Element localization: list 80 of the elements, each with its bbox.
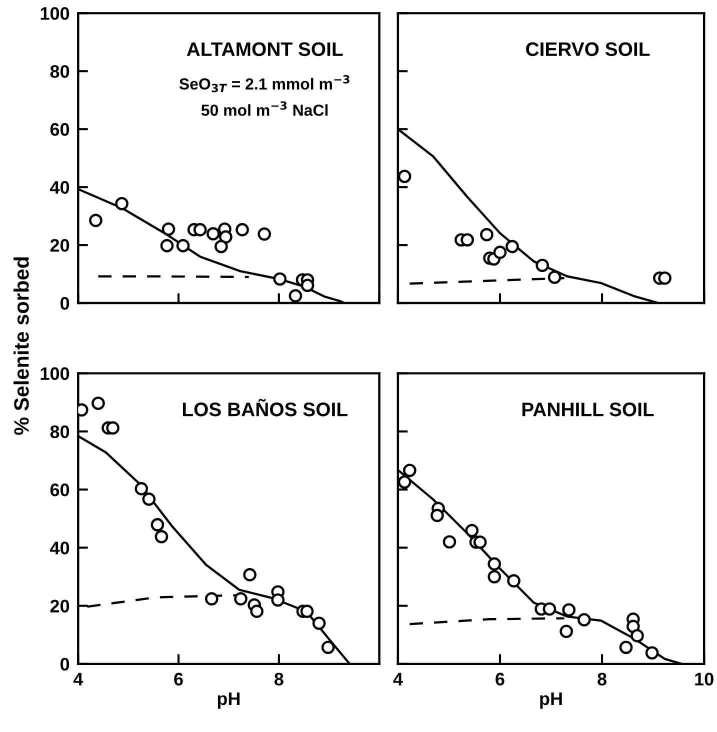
point <box>488 570 502 584</box>
point <box>658 271 672 285</box>
point <box>460 233 474 247</box>
point <box>300 604 314 618</box>
x-tick-label: 8 <box>274 672 284 686</box>
point <box>488 557 502 571</box>
x-tick-label: 6 <box>174 672 183 686</box>
point <box>258 227 272 241</box>
y-tick-label: 60 <box>50 123 70 136</box>
point <box>89 214 102 228</box>
point <box>206 227 220 240</box>
point <box>312 616 326 630</box>
point <box>219 230 232 244</box>
y-tick-label: 40 <box>50 181 70 194</box>
y-tick-label: 60 <box>50 483 70 496</box>
point <box>398 170 412 184</box>
point <box>288 289 302 302</box>
point <box>630 629 644 642</box>
text: LOS BAÑOS SOIL <box>182 398 348 416</box>
point <box>398 475 412 489</box>
point <box>645 646 659 660</box>
point <box>300 278 314 292</box>
text: CIERVO SOIL <box>526 42 650 56</box>
point <box>92 396 105 410</box>
point <box>560 624 573 638</box>
text: PANHILL SOIL <box>522 402 654 416</box>
annotation: SeO$_{3T}$ = 2.1 mmol m$^{−3}$ <box>179 75 350 92</box>
point <box>134 482 148 496</box>
point <box>506 240 519 254</box>
point <box>243 568 256 582</box>
y-tick-label: 80 <box>50 425 70 438</box>
point <box>542 602 556 616</box>
y-tick-label: 0 <box>60 658 70 671</box>
point <box>250 604 264 618</box>
point <box>321 640 335 654</box>
point <box>536 258 550 272</box>
point <box>160 238 174 252</box>
point <box>106 421 120 435</box>
point <box>193 223 207 236</box>
y-tick-label: 40 <box>50 542 70 554</box>
point <box>142 492 156 506</box>
x-tick-label: 4 <box>393 672 403 686</box>
x-tick-label: 10 <box>695 672 714 686</box>
y-tick-label: 20 <box>50 600 70 613</box>
y-axis-title: % Selenite sorbed <box>14 257 29 435</box>
point <box>150 518 164 532</box>
annotation: 50 mol m$^{−3}$ NaCl <box>201 101 328 116</box>
point <box>442 535 456 549</box>
y-tick-label: 80 <box>50 65 70 78</box>
point <box>154 530 168 544</box>
point <box>578 613 591 626</box>
point <box>234 592 248 606</box>
point <box>430 508 444 522</box>
x-tick-label: 4 <box>73 672 84 686</box>
point <box>273 272 287 286</box>
point <box>507 574 520 588</box>
y-tick-label: 100 <box>40 367 70 380</box>
point <box>619 640 633 654</box>
point <box>271 593 285 607</box>
x-axis-title: pH <box>540 692 562 709</box>
x-tick-label: 8 <box>598 672 607 686</box>
point <box>403 464 416 478</box>
point <box>176 238 190 252</box>
y-tick-label: 100 <box>40 7 70 20</box>
point <box>204 592 218 606</box>
point <box>493 246 507 259</box>
point <box>465 524 479 538</box>
y-tick-label: 20 <box>50 239 70 252</box>
text: ALTAMONT SOIL <box>186 42 343 56</box>
point <box>562 603 576 617</box>
point <box>162 222 176 236</box>
point <box>236 223 249 236</box>
point <box>480 228 494 242</box>
x-axis-title: pH <box>218 692 240 709</box>
point <box>214 240 228 254</box>
point <box>473 535 487 549</box>
point <box>115 196 128 210</box>
y-tick-label: 0 <box>60 296 70 310</box>
point <box>548 270 562 284</box>
x-tick-label: 6 <box>496 672 504 686</box>
